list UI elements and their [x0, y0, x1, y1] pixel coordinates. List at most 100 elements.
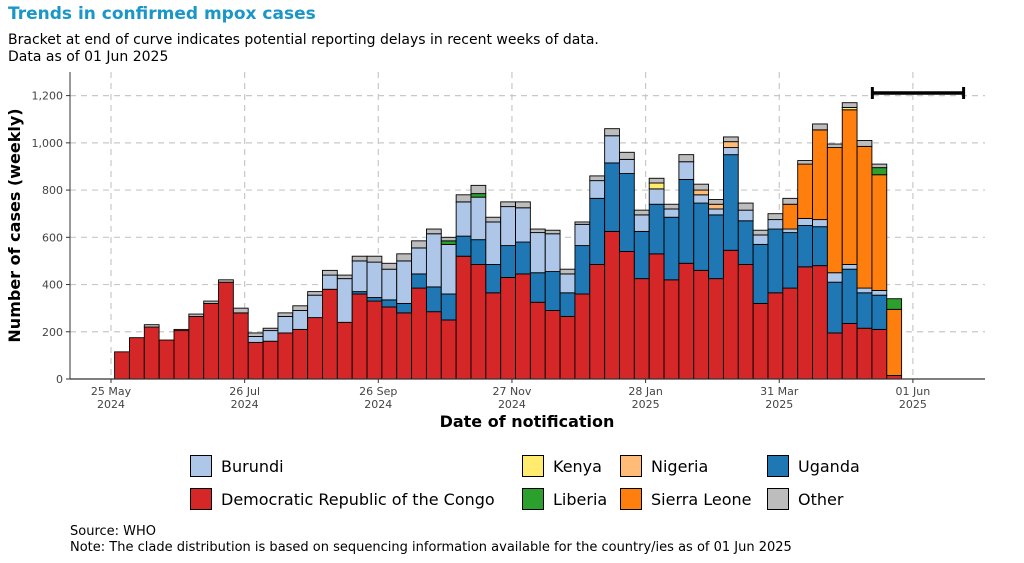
- bar-segment: [663, 208, 680, 218]
- bar-segment: [485, 221, 502, 265]
- bar-segment: [247, 332, 264, 337]
- bar-segment: [752, 243, 769, 304]
- legend-label: Burundi: [221, 456, 284, 476]
- bar-segment: [797, 225, 813, 268]
- bar-segment: [856, 287, 873, 294]
- bar-segment: [782, 232, 799, 289]
- legend-item-liberia: Liberia: [522, 486, 607, 512]
- x-tick-label: 28 Jan: [628, 385, 662, 398]
- bar-segment: [529, 228, 546, 234]
- bar-segment: [871, 163, 888, 169]
- bar-segment: [752, 302, 769, 380]
- bar-segment: [426, 311, 442, 380]
- bar-segment: [485, 216, 502, 223]
- x-tick-label: 31 Mar: [760, 385, 799, 398]
- bar-segment: [411, 273, 427, 289]
- bar-segment: [396, 253, 413, 262]
- bar-segment: [292, 310, 309, 330]
- bar-segment: [782, 203, 799, 230]
- bar-segment: [589, 197, 606, 265]
- bar-segment: [500, 245, 516, 278]
- legend-item-democratic-republic-of-the-congo: Democratic Republic of the Congo: [190, 486, 495, 512]
- bar-segment: [277, 312, 294, 317]
- bar-segment: [633, 214, 650, 232]
- bar-segment: [515, 207, 531, 243]
- bar-segment: [559, 268, 576, 275]
- bar-segment: [247, 336, 264, 343]
- bar-segment: [678, 262, 695, 380]
- bar-segment: [633, 278, 650, 380]
- bar-segment: [396, 312, 413, 380]
- bar-segment: [307, 317, 323, 380]
- bar-segment: [366, 297, 383, 302]
- bar-segment: [723, 141, 739, 149]
- bar-segment: [663, 203, 680, 210]
- bar-segment: [322, 274, 338, 290]
- x-tick-label-year: 2025: [899, 398, 927, 411]
- bar-segment: [871, 294, 888, 330]
- bar-segment: [232, 307, 249, 314]
- bar-segment: [826, 332, 843, 380]
- bar-segment: [871, 289, 888, 296]
- x-tick-label: 25 May: [91, 385, 132, 398]
- bar-segment: [455, 255, 472, 380]
- bar-segment: [515, 201, 531, 209]
- bar-segment: [544, 233, 561, 272]
- bar-segment: [411, 240, 427, 249]
- x-tick-label: 26 Jul: [229, 385, 260, 398]
- bar-segment: [307, 291, 323, 296]
- legend-label: Sierra Leone: [651, 489, 752, 509]
- bar-segment: [856, 327, 873, 380]
- bar-segment: [128, 337, 145, 380]
- bar-segment: [500, 201, 516, 208]
- bar-segment: [619, 151, 635, 160]
- bar-segment: [797, 163, 813, 219]
- bar-segment: [604, 162, 620, 232]
- bar-segment: [366, 261, 383, 298]
- bar-segment: [663, 216, 680, 281]
- bar-segment: [856, 292, 873, 329]
- bar-segment: [188, 313, 205, 317]
- bar-segment: [841, 102, 858, 108]
- bar-segment: [678, 161, 695, 180]
- bar-segment: [381, 299, 398, 308]
- bar-segment: [470, 196, 487, 241]
- bar-segment: [708, 214, 724, 280]
- bar-segment: [619, 173, 635, 252]
- bar-segment: [455, 201, 472, 237]
- bar-segment: [693, 183, 710, 191]
- bar-segment: [262, 330, 279, 342]
- bar-segment: [723, 249, 739, 380]
- bar-segment: [767, 228, 784, 294]
- legend-swatch: [190, 455, 212, 477]
- bar-segment: [232, 312, 249, 380]
- bar-segment: [871, 328, 888, 380]
- bar-segment: [426, 233, 442, 288]
- bar-segment: [515, 273, 531, 380]
- bar-segment: [604, 230, 620, 380]
- bar-segment: [277, 315, 294, 334]
- subtitle-line-1: Bracket at end of curve indicates potent…: [8, 32, 599, 48]
- legend-label: Kenya: [553, 456, 602, 476]
- bar-segment: [218, 279, 234, 283]
- x-axis-title: Date of notification: [440, 412, 615, 431]
- legend-swatch: [620, 455, 642, 477]
- bar-segment: [262, 327, 279, 332]
- bar-segment: [247, 341, 264, 380]
- bar-segment: [366, 255, 383, 263]
- bar-segment: [797, 160, 813, 165]
- bar-segment: [143, 324, 160, 328]
- bars: [114, 102, 903, 380]
- bar-segment: [841, 109, 858, 265]
- bar-segment: [767, 219, 784, 230]
- bar-segment: [826, 143, 843, 149]
- bar-segment: [708, 203, 724, 210]
- bar-segment: [678, 154, 695, 163]
- bar-segment: [841, 264, 858, 270]
- bar-segment: [500, 277, 516, 380]
- bar-segment: [826, 272, 843, 283]
- bar-segment: [440, 236, 457, 242]
- bar-segment: [782, 197, 799, 205]
- bar-segment: [143, 326, 160, 380]
